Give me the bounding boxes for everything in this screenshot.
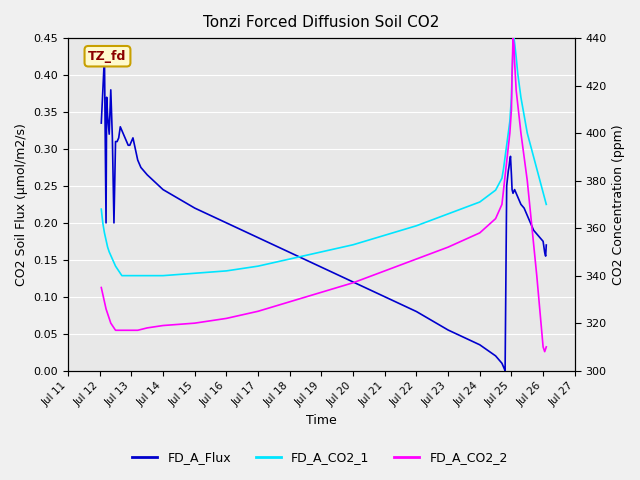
Legend: FD_A_Flux, FD_A_CO2_1, FD_A_CO2_2: FD_A_Flux, FD_A_CO2_1, FD_A_CO2_2 xyxy=(127,446,513,469)
X-axis label: Time: Time xyxy=(306,414,337,427)
Y-axis label: CO2 Concentration (ppm): CO2 Concentration (ppm) xyxy=(612,124,625,285)
Y-axis label: CO2 Soil Flux (μmol/m2/s): CO2 Soil Flux (μmol/m2/s) xyxy=(15,123,28,286)
Title: Tonzi Forced Diffusion Soil CO2: Tonzi Forced Diffusion Soil CO2 xyxy=(204,15,440,30)
Text: TZ_fd: TZ_fd xyxy=(88,50,127,63)
